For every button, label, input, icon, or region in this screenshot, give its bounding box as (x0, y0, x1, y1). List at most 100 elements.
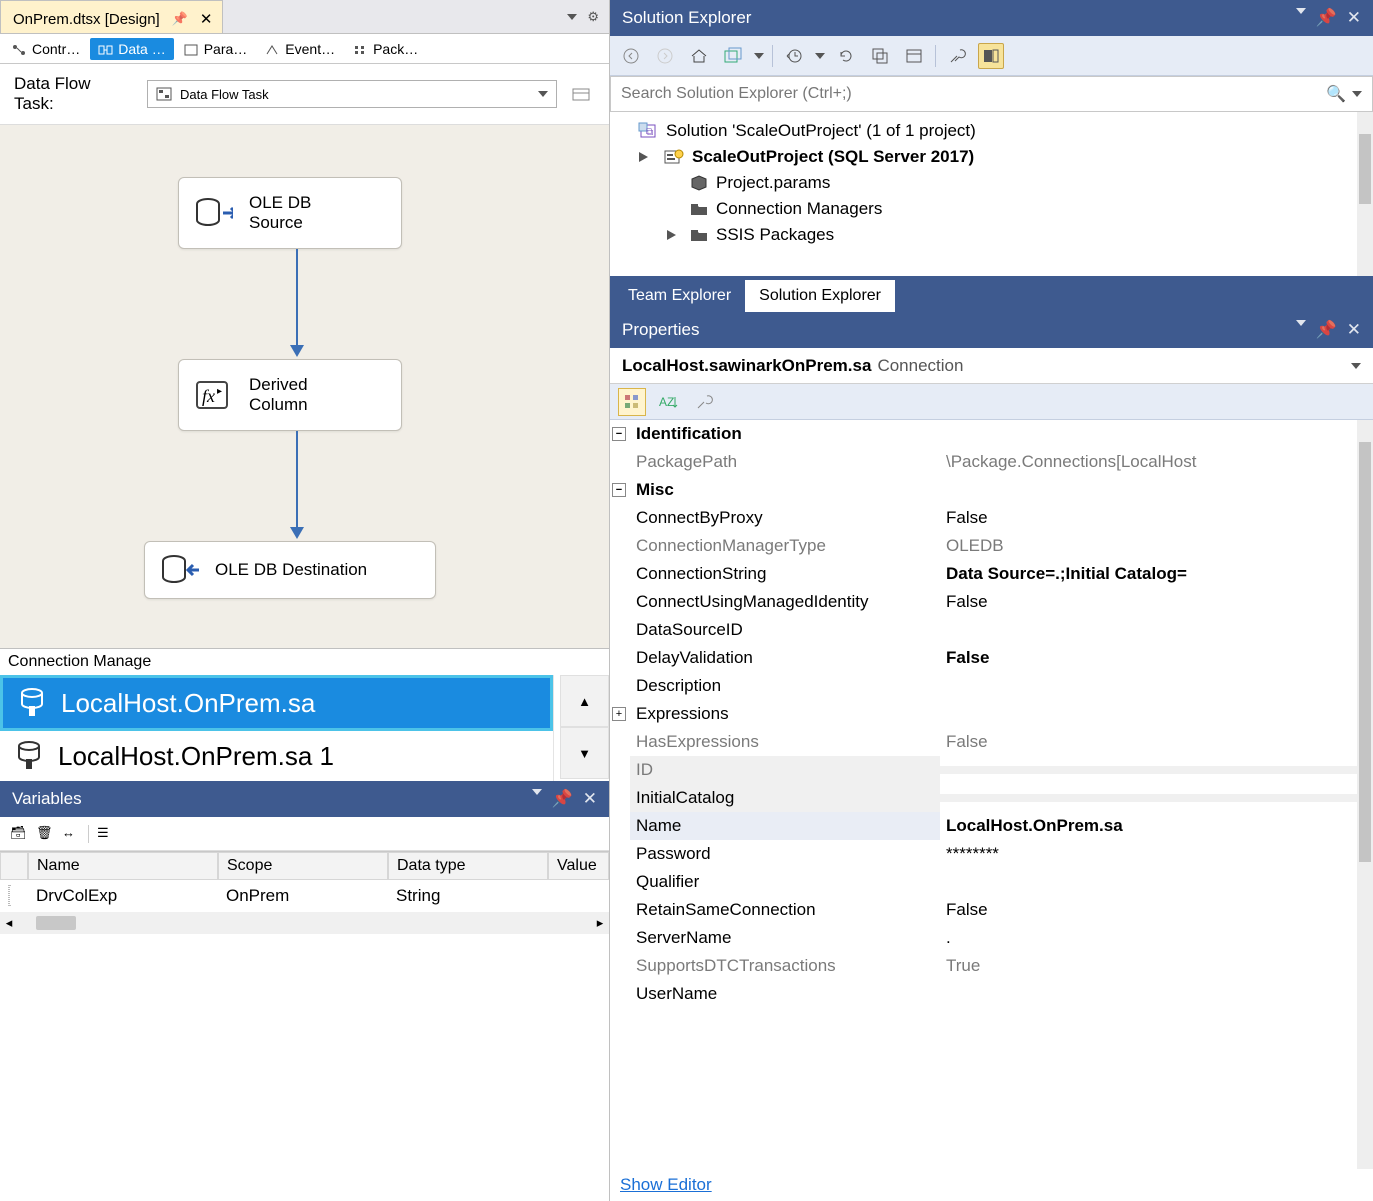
move-down-button[interactable]: ▼ (560, 727, 609, 779)
property-value[interactable] (940, 626, 1357, 634)
property-value[interactable] (940, 766, 1357, 774)
chevron-down-icon[interactable] (567, 14, 577, 20)
design-canvas[interactable]: OLE DBSource fx▸DerivedColumn OLE DB Desti… (0, 124, 609, 648)
tree-item[interactable]: Project.params (614, 170, 1369, 196)
property-value[interactable]: False (940, 588, 1357, 616)
pin-icon[interactable]: 📌 (552, 789, 573, 809)
property-value[interactable]: True (940, 952, 1357, 980)
gear-icon[interactable]: ⚙ (587, 9, 599, 25)
property-row[interactable]: ConnectUsingManagedIdentityFalse (610, 588, 1373, 616)
control-tab[interactable]: Para… (176, 38, 256, 60)
control-tab[interactable]: Contr… (4, 38, 88, 60)
close-icon[interactable]: ✕ (1347, 8, 1361, 28)
pin-icon[interactable]: 📌 (1316, 8, 1337, 28)
property-value[interactable] (940, 710, 1357, 718)
property-value[interactable]: LocalHost.OnPrem.sa (940, 812, 1357, 840)
property-value[interactable]: . (940, 924, 1357, 952)
tree-item[interactable]: SSIS Packages (614, 222, 1369, 248)
chevron-down-icon[interactable] (1351, 363, 1361, 369)
property-value[interactable] (940, 794, 1357, 802)
refresh-icon[interactable] (833, 43, 859, 69)
chevron-down-icon[interactable] (532, 789, 542, 795)
home-icon[interactable] (686, 43, 712, 69)
chevron-down-icon[interactable] (1296, 8, 1306, 14)
chevron-down-icon[interactable] (754, 53, 764, 59)
show-editor-link[interactable]: Show Editor (610, 1169, 1373, 1201)
column-header[interactable]: Scope (218, 852, 388, 880)
property-row[interactable]: ConnectionManagerTypeOLEDB (610, 532, 1373, 560)
column-header[interactable]: Value (548, 852, 609, 880)
delete-variable-icon[interactable]: 🗑 (36, 825, 54, 843)
flow-node[interactable]: fx▸DerivedColumn (178, 359, 402, 431)
connection-item[interactable]: LocalHost.OnPrem.sa (0, 675, 553, 731)
close-icon[interactable]: ✕ (583, 789, 597, 809)
property-value[interactable]: False (940, 728, 1357, 756)
expander-icon[interactable]: − (612, 483, 626, 497)
property-row[interactable]: Password******** (610, 840, 1373, 868)
property-value[interactable]: False (940, 896, 1357, 924)
file-tab[interactable]: OnPrem.dtsx [Design] 📌 ✕ (0, 0, 223, 33)
vertical-scrollbar[interactable] (1357, 112, 1373, 276)
chevron-down-icon[interactable] (1352, 91, 1362, 97)
solution-tree[interactable]: ⧉Solution 'ScaleOutProject' (1 of 1 proj… (610, 112, 1373, 276)
property-value[interactable]: \Package.Connections[LocalHost (940, 448, 1357, 476)
property-value[interactable] (940, 990, 1357, 998)
property-row[interactable]: ID (610, 756, 1373, 784)
data-flow-combo[interactable]: Data Flow Task (147, 80, 557, 108)
chevron-down-icon[interactable] (538, 91, 548, 97)
preview-icon[interactable] (978, 43, 1004, 69)
chevron-down-icon[interactable] (815, 53, 825, 59)
property-value[interactable]: Data Source=.;Initial Catalog= (940, 560, 1357, 588)
property-row[interactable]: UserName (610, 980, 1373, 1008)
back-icon[interactable] (618, 43, 644, 69)
property-row[interactable]: PackagePath\Package.Connections[LocalHos… (610, 448, 1373, 476)
control-tab[interactable]: Pack… (345, 38, 426, 60)
show-all-icon[interactable] (901, 43, 927, 69)
property-row[interactable]: +Expressions (610, 700, 1373, 728)
move-up-button[interactable]: ▲ (560, 675, 609, 727)
chevron-down-icon[interactable] (1296, 320, 1306, 326)
flow-node[interactable]: OLE DB Destination (144, 541, 436, 599)
property-row[interactable]: ConnectionStringData Source=.;Initial Ca… (610, 560, 1373, 588)
grid-options-icon[interactable]: ☰ (97, 825, 115, 843)
property-value[interactable]: False (940, 504, 1357, 532)
expander-icon[interactable]: + (612, 707, 626, 721)
properties-object-selector[interactable]: LocalHost.sawinarkOnPrem.sa Connection (610, 348, 1373, 384)
column-header[interactable]: Data type (388, 852, 548, 880)
pin-icon[interactable]: 📌 (1316, 320, 1337, 340)
flow-connector[interactable] (296, 431, 298, 527)
column-header[interactable]: Name (28, 852, 218, 880)
close-icon[interactable]: ✕ (1347, 320, 1361, 340)
close-icon[interactable]: ✕ (200, 10, 213, 28)
alphabetical-icon[interactable]: AZ (654, 388, 682, 416)
vertical-scrollbar[interactable] (1357, 420, 1373, 1169)
property-value[interactable]: False (940, 644, 1357, 672)
property-row[interactable]: RetainSameConnectionFalse (610, 896, 1373, 924)
property-row[interactable]: Description (610, 672, 1373, 700)
property-row[interactable]: Qualifier (610, 868, 1373, 896)
search-icon[interactable]: 🔍 (1326, 84, 1346, 104)
property-row[interactable]: NameLocalHost.OnPrem.sa (610, 812, 1373, 840)
property-category[interactable]: −Identification (610, 420, 1373, 448)
property-category[interactable]: −Misc (610, 476, 1373, 504)
expander-icon[interactable] (666, 229, 682, 241)
property-value[interactable]: OLEDB (940, 532, 1357, 560)
control-tab[interactable]: Event… (257, 38, 343, 60)
forward-icon[interactable] (652, 43, 678, 69)
sync-icon[interactable] (720, 43, 746, 69)
expander-icon[interactable]: − (612, 427, 626, 441)
property-row[interactable]: InitialCatalog (610, 784, 1373, 812)
connection-item[interactable]: LocalHost.OnPrem.sa 1 (0, 731, 553, 781)
collapse-all-icon[interactable] (867, 43, 893, 69)
flow-node[interactable]: OLE DBSource (178, 177, 402, 249)
property-row[interactable]: DataSourceID (610, 616, 1373, 644)
solution-explorer-search[interactable]: Search Solution Explorer (Ctrl+;) 🔍 (610, 76, 1373, 112)
property-row[interactable]: ServerName. (610, 924, 1373, 952)
tree-item[interactable]: Connection Managers (614, 196, 1369, 222)
pin-icon[interactable]: 📌 (172, 11, 188, 27)
property-value[interactable] (940, 682, 1357, 690)
wrench-icon[interactable] (690, 388, 718, 416)
property-value[interactable]: ******** (940, 840, 1357, 868)
tree-item[interactable]: ⧉Solution 'ScaleOutProject' (1 of 1 proj… (614, 118, 1369, 144)
move-variable-icon[interactable]: ↔ (62, 825, 80, 843)
